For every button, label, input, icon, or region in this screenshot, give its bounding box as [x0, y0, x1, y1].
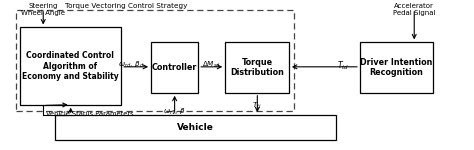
Text: $\Delta M_{sd}$: $\Delta M_{sd}$: [202, 60, 221, 70]
Text: Torque Vectoring Control Strategy: Torque Vectoring Control Strategy: [65, 3, 187, 9]
Text: Steering
Wheel Angle: Steering Wheel Angle: [21, 3, 65, 16]
Text: Accelerator
Pedal Signal: Accelerator Pedal Signal: [393, 3, 436, 16]
Text: Controller: Controller: [152, 63, 197, 72]
FancyBboxPatch shape: [55, 115, 336, 140]
FancyBboxPatch shape: [151, 42, 198, 93]
FancyBboxPatch shape: [19, 27, 121, 105]
Text: $\omega_{rd},\, \beta_d$: $\omega_{rd},\, \beta_d$: [118, 60, 144, 70]
Text: Driver Intention
Recognition: Driver Intention Recognition: [360, 58, 433, 77]
Text: Torque
Distribution: Torque Distribution: [230, 58, 284, 77]
Text: $T_{td}$: $T_{td}$: [337, 59, 349, 72]
Text: Vehicle: Vehicle: [177, 123, 214, 132]
Text: $\omega_{r1},\, \beta$: $\omega_{r1},\, \beta$: [163, 106, 186, 117]
FancyBboxPatch shape: [360, 42, 433, 93]
Text: $T_{ti}$: $T_{ti}$: [253, 100, 262, 111]
Text: Vehicle Status Parameters: Vehicle Status Parameters: [46, 111, 133, 117]
Text: Coordinated Control
Algorithm of
Economy and Stability: Coordinated Control Algorithm of Economy…: [22, 51, 119, 81]
FancyBboxPatch shape: [225, 42, 289, 93]
